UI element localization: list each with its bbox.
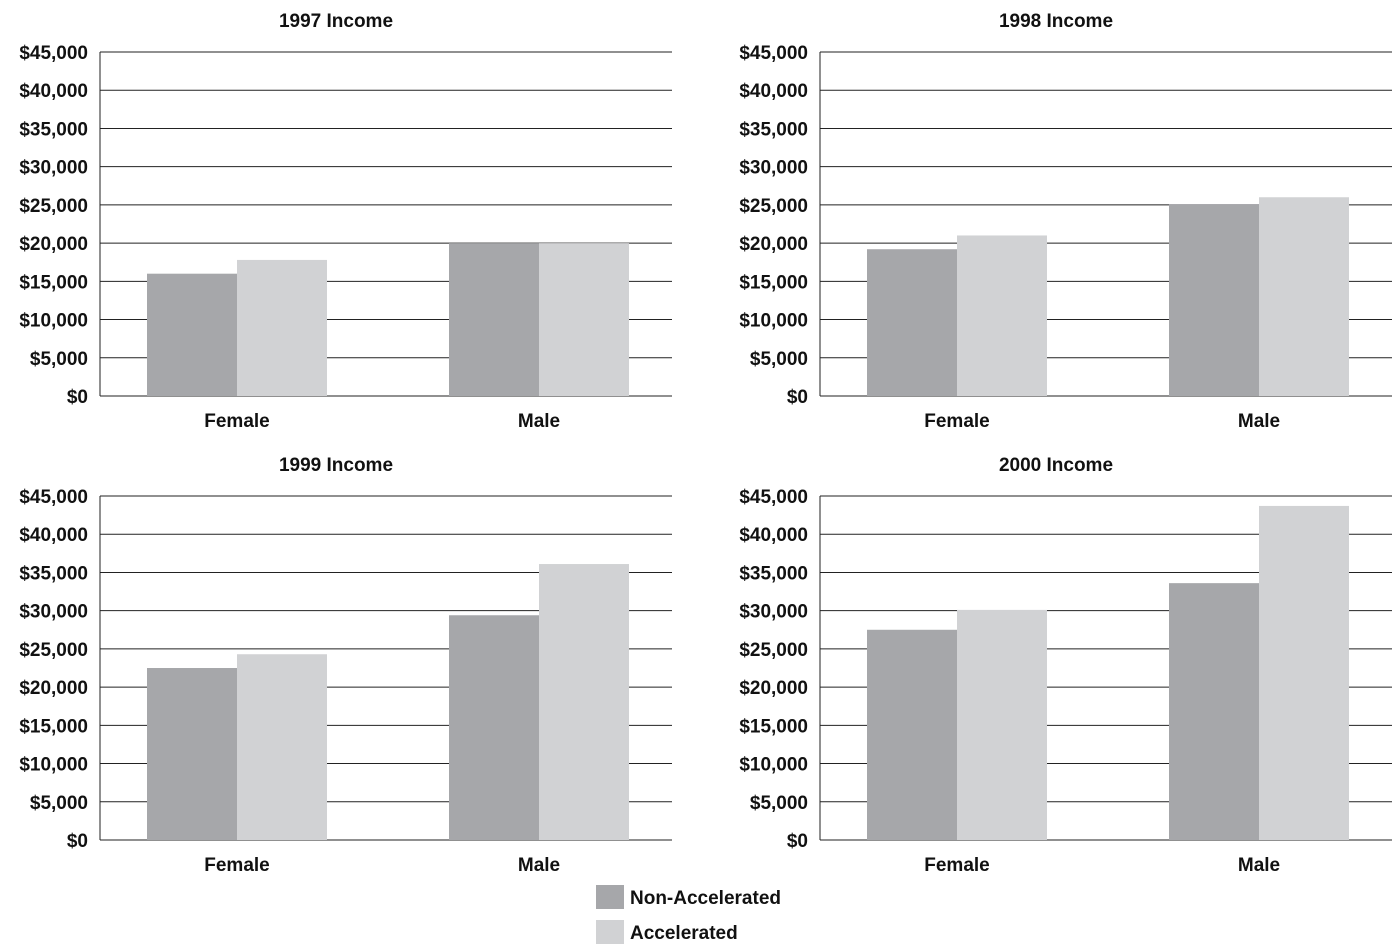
chart-title: 1997 Income bbox=[279, 11, 393, 32]
y-tick-label: $20,000 bbox=[19, 234, 88, 255]
x-category-label: Male bbox=[518, 855, 560, 876]
y-tick-label: $40,000 bbox=[19, 525, 88, 546]
legend-label: Non-Accelerated bbox=[630, 888, 781, 909]
x-category-label: Male bbox=[1238, 855, 1280, 876]
x-category-label: Female bbox=[204, 411, 269, 432]
bar-female-non-accelerated bbox=[147, 668, 237, 840]
chart-panel-0: 1997 Income $0 $5,000 $10,000 $15,000 $20,000… bbox=[19, 11, 672, 432]
legend-swatch bbox=[596, 920, 624, 944]
y-tick-label: $20,000 bbox=[739, 234, 808, 255]
chart-panel-1: 1998 Income $0 $5,000 $10,000 $15,000 $20,000… bbox=[739, 11, 1392, 432]
y-tick-label: $25,000 bbox=[739, 196, 808, 217]
bar-female-accelerated bbox=[237, 654, 327, 840]
y-tick-label: $15,000 bbox=[19, 272, 88, 293]
y-tick-label: $0 bbox=[67, 387, 88, 408]
y-tick-label: $25,000 bbox=[19, 640, 88, 661]
y-tick-label: $30,000 bbox=[19, 158, 88, 179]
bar-male-non-accelerated bbox=[449, 615, 539, 840]
chart-title: 2000 Income bbox=[999, 455, 1113, 476]
bar-male-non-accelerated bbox=[1169, 204, 1259, 396]
y-tick-label: $10,000 bbox=[739, 755, 808, 776]
y-tick-label: $20,000 bbox=[739, 678, 808, 699]
y-tick-label: $0 bbox=[787, 831, 808, 852]
y-tick-label: $15,000 bbox=[19, 716, 88, 737]
y-tick-label: $35,000 bbox=[739, 563, 808, 584]
bar-female-accelerated bbox=[237, 259, 327, 396]
bar-female-non-accelerated bbox=[867, 629, 957, 840]
y-tick-label: $40,000 bbox=[739, 525, 808, 546]
y-tick-label: $5,000 bbox=[750, 349, 808, 370]
y-tick-label: $10,000 bbox=[739, 311, 808, 332]
y-tick-label: $45,000 bbox=[739, 43, 808, 64]
y-tick-label: $40,000 bbox=[19, 81, 88, 102]
bar-female-accelerated bbox=[957, 235, 1047, 396]
y-tick-label: $30,000 bbox=[19, 602, 88, 623]
y-tick-label: $0 bbox=[787, 387, 808, 408]
bar-male-accelerated bbox=[1259, 505, 1349, 840]
y-tick-label: $40,000 bbox=[739, 81, 808, 102]
y-tick-label: $30,000 bbox=[739, 602, 808, 623]
y-tick-label: $15,000 bbox=[739, 716, 808, 737]
y-tick-label: $5,000 bbox=[30, 793, 88, 814]
y-tick-label: $45,000 bbox=[19, 43, 88, 64]
x-category-label: Male bbox=[1238, 411, 1280, 432]
x-category-label: Male bbox=[518, 411, 560, 432]
x-category-label: Female bbox=[924, 411, 989, 432]
chart-panel-2: 1999 Income $0 $5,000 $10,000 $15,000 $20,000… bbox=[19, 455, 672, 876]
y-tick-label: $15,000 bbox=[739, 272, 808, 293]
bar-female-non-accelerated bbox=[147, 273, 237, 396]
chart-panels: 1997 Income $0 $5,000 $10,000 $15,000 $20,000… bbox=[19, 11, 1392, 876]
bar-male-non-accelerated bbox=[449, 243, 539, 396]
y-tick-label: $10,000 bbox=[19, 311, 88, 332]
y-tick-label: $45,000 bbox=[19, 487, 88, 508]
y-tick-label: $35,000 bbox=[739, 119, 808, 140]
y-tick-label: $25,000 bbox=[739, 640, 808, 661]
y-tick-label: $5,000 bbox=[750, 793, 808, 814]
bar-male-non-accelerated bbox=[1169, 583, 1259, 840]
legend: Non-Accelerated Accelerated bbox=[596, 885, 781, 944]
y-tick-label: $35,000 bbox=[19, 563, 88, 584]
y-tick-label: $45,000 bbox=[739, 487, 808, 508]
y-tick-label: $10,000 bbox=[19, 755, 88, 776]
x-category-label: Female bbox=[924, 855, 989, 876]
legend-label: Accelerated bbox=[630, 923, 738, 944]
bar-male-accelerated bbox=[539, 564, 629, 840]
bar-male-accelerated bbox=[1259, 197, 1349, 396]
y-tick-label: $5,000 bbox=[30, 349, 88, 370]
y-tick-label: $30,000 bbox=[739, 158, 808, 179]
chart-title: 1999 Income bbox=[279, 455, 393, 476]
bar-male-accelerated bbox=[539, 243, 629, 396]
y-tick-label: $20,000 bbox=[19, 678, 88, 699]
legend-swatch bbox=[596, 885, 624, 909]
bar-female-non-accelerated bbox=[867, 249, 957, 396]
y-tick-label: $0 bbox=[67, 831, 88, 852]
y-tick-label: $35,000 bbox=[19, 119, 88, 140]
bar-female-accelerated bbox=[957, 609, 1047, 840]
y-tick-label: $25,000 bbox=[19, 196, 88, 217]
chart-title: 1998 Income bbox=[999, 11, 1113, 32]
x-category-label: Female bbox=[204, 855, 269, 876]
chart-panel-3: 2000 Income $0 $5,000 $10,000 $15,000 $20,000… bbox=[739, 455, 1392, 876]
